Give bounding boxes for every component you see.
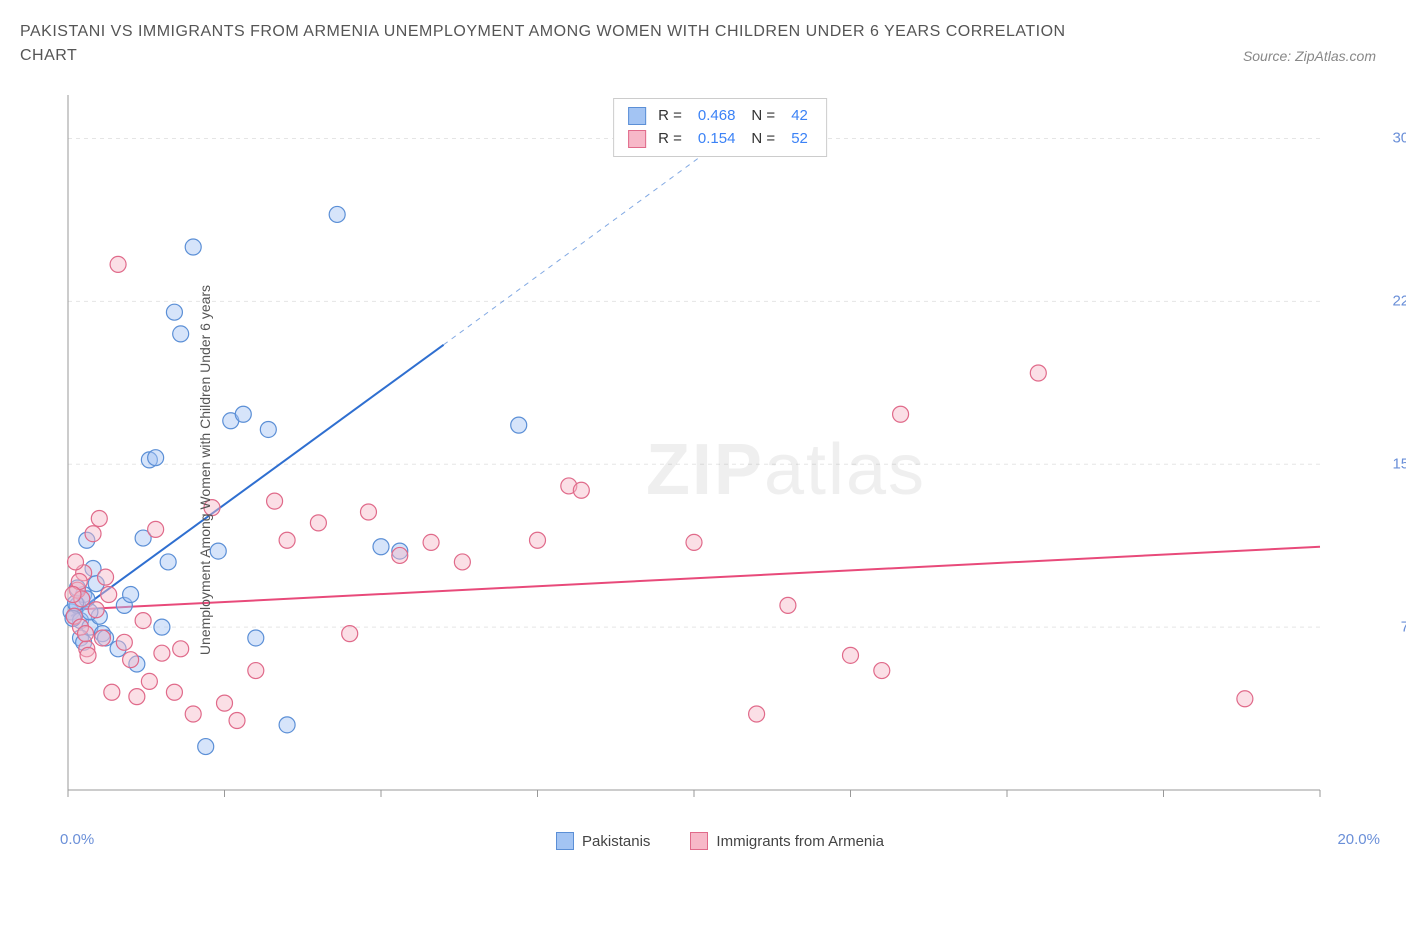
legend-item-0: Pakistanis [556, 832, 650, 850]
chart-title: PAKISTANI VS IMMIGRANTS FROM ARMENIA UNE… [20, 20, 1120, 68]
stat-r-value-1: 0.154 [698, 128, 736, 151]
chart-area: Unemployment Among Women with Children U… [60, 90, 1380, 850]
y-tick-label: 22.5% [1392, 293, 1406, 310]
y-tick-label: 7.5% [1401, 619, 1406, 636]
y-axis-label: Unemployment Among Women with Children U… [197, 285, 213, 655]
stat-n-label-0: N = [751, 105, 775, 128]
stat-r-label-1: R = [658, 128, 682, 151]
stat-n-value-0: 42 [791, 105, 808, 128]
stats-row-0: R = 0.468 N = 42 [628, 105, 812, 128]
stat-n-value-1: 52 [791, 128, 808, 151]
legend-swatch-1 [690, 832, 708, 850]
swatch-series-0 [628, 107, 646, 125]
y-tick-label: 30.0% [1392, 130, 1406, 147]
stats-legend: R = 0.468 N = 42 R = 0.154 N = 52 [613, 98, 827, 157]
source-attribution: Source: ZipAtlas.com [1243, 48, 1376, 64]
legend-swatch-0 [556, 832, 574, 850]
legend-label-0: Pakistanis [582, 833, 650, 850]
bottom-legend: Pakistanis Immigrants from Armenia [60, 832, 1380, 850]
stat-r-value-0: 0.468 [698, 105, 736, 128]
legend-item-1: Immigrants from Armenia [690, 832, 884, 850]
stat-r-label-0: R = [658, 105, 682, 128]
stat-n-label-1: N = [751, 128, 775, 151]
scatter-plot [60, 90, 1380, 820]
swatch-series-1 [628, 130, 646, 148]
y-tick-label: 15.0% [1392, 456, 1406, 473]
legend-label-1: Immigrants from Armenia [716, 833, 884, 850]
stats-row-1: R = 0.154 N = 52 [628, 128, 812, 151]
